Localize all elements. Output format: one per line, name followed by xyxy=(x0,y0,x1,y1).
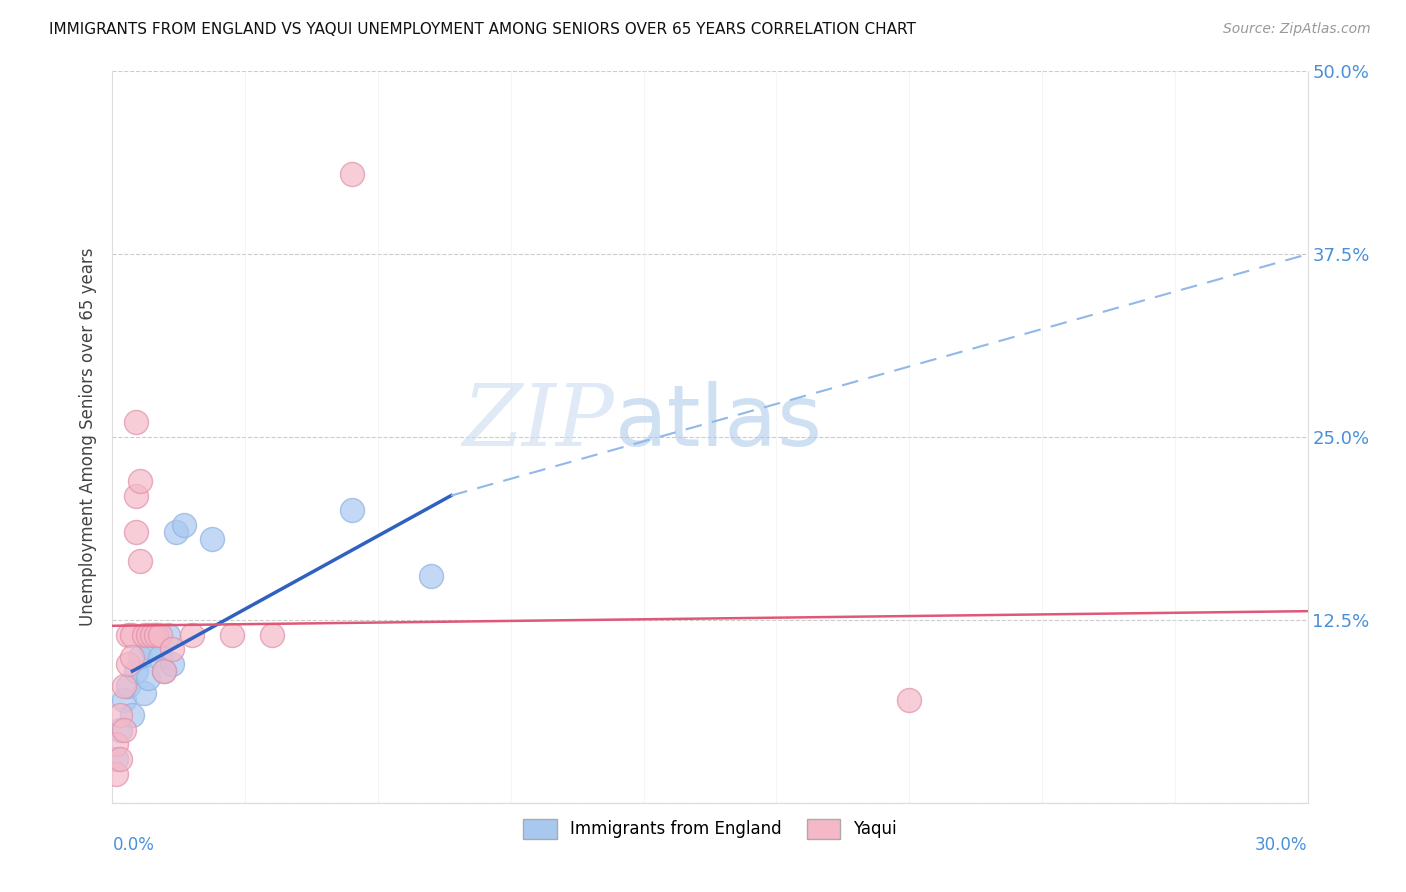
Point xyxy=(181,627,204,641)
Point xyxy=(129,649,152,664)
Point xyxy=(157,627,180,641)
Point xyxy=(898,693,921,707)
Point xyxy=(149,627,172,641)
Point xyxy=(105,737,128,751)
Y-axis label: Unemployment Among Seniors over 65 years: Unemployment Among Seniors over 65 years xyxy=(79,248,97,626)
Text: ZIP: ZIP xyxy=(463,381,614,464)
Point xyxy=(138,627,160,641)
Point xyxy=(340,503,363,517)
Point xyxy=(129,474,152,488)
Point xyxy=(114,723,135,737)
Point xyxy=(129,554,152,568)
Point xyxy=(134,686,156,700)
Point xyxy=(153,664,176,678)
Point xyxy=(260,627,283,641)
Point xyxy=(138,672,160,686)
Text: 30.0%: 30.0% xyxy=(1256,836,1308,854)
Point xyxy=(173,517,195,532)
Point xyxy=(117,657,139,671)
Point xyxy=(121,708,143,723)
Point xyxy=(117,679,139,693)
Point xyxy=(110,752,132,766)
Point xyxy=(145,627,167,641)
Text: Source: ZipAtlas.com: Source: ZipAtlas.com xyxy=(1223,22,1371,37)
Point xyxy=(165,525,187,540)
Point xyxy=(141,627,163,641)
Point xyxy=(153,664,176,678)
Point xyxy=(117,627,139,641)
Point xyxy=(105,766,128,780)
Text: atlas: atlas xyxy=(614,381,823,464)
Point xyxy=(141,642,163,657)
Point xyxy=(162,642,183,657)
Point xyxy=(125,416,148,430)
Point xyxy=(162,657,183,671)
Point xyxy=(121,649,143,664)
Point xyxy=(125,664,148,678)
Point xyxy=(121,627,143,641)
Point xyxy=(340,167,363,181)
Text: IMMIGRANTS FROM ENGLAND VS YAQUI UNEMPLOYMENT AMONG SENIORS OVER 65 YEARS CORREL: IMMIGRANTS FROM ENGLAND VS YAQUI UNEMPLO… xyxy=(49,22,917,37)
Point xyxy=(134,627,156,641)
Point xyxy=(149,649,172,664)
Point xyxy=(125,525,148,540)
Point xyxy=(110,708,132,723)
Point xyxy=(110,723,132,737)
Point xyxy=(114,693,135,707)
Point xyxy=(145,627,167,641)
Point xyxy=(114,679,135,693)
Point xyxy=(105,752,128,766)
Point xyxy=(420,569,443,583)
Text: 0.0%: 0.0% xyxy=(112,836,155,854)
Point xyxy=(201,533,224,547)
Point xyxy=(125,489,148,503)
Legend: Immigrants from England, Yaqui: Immigrants from England, Yaqui xyxy=(516,812,904,846)
Point xyxy=(221,627,243,641)
